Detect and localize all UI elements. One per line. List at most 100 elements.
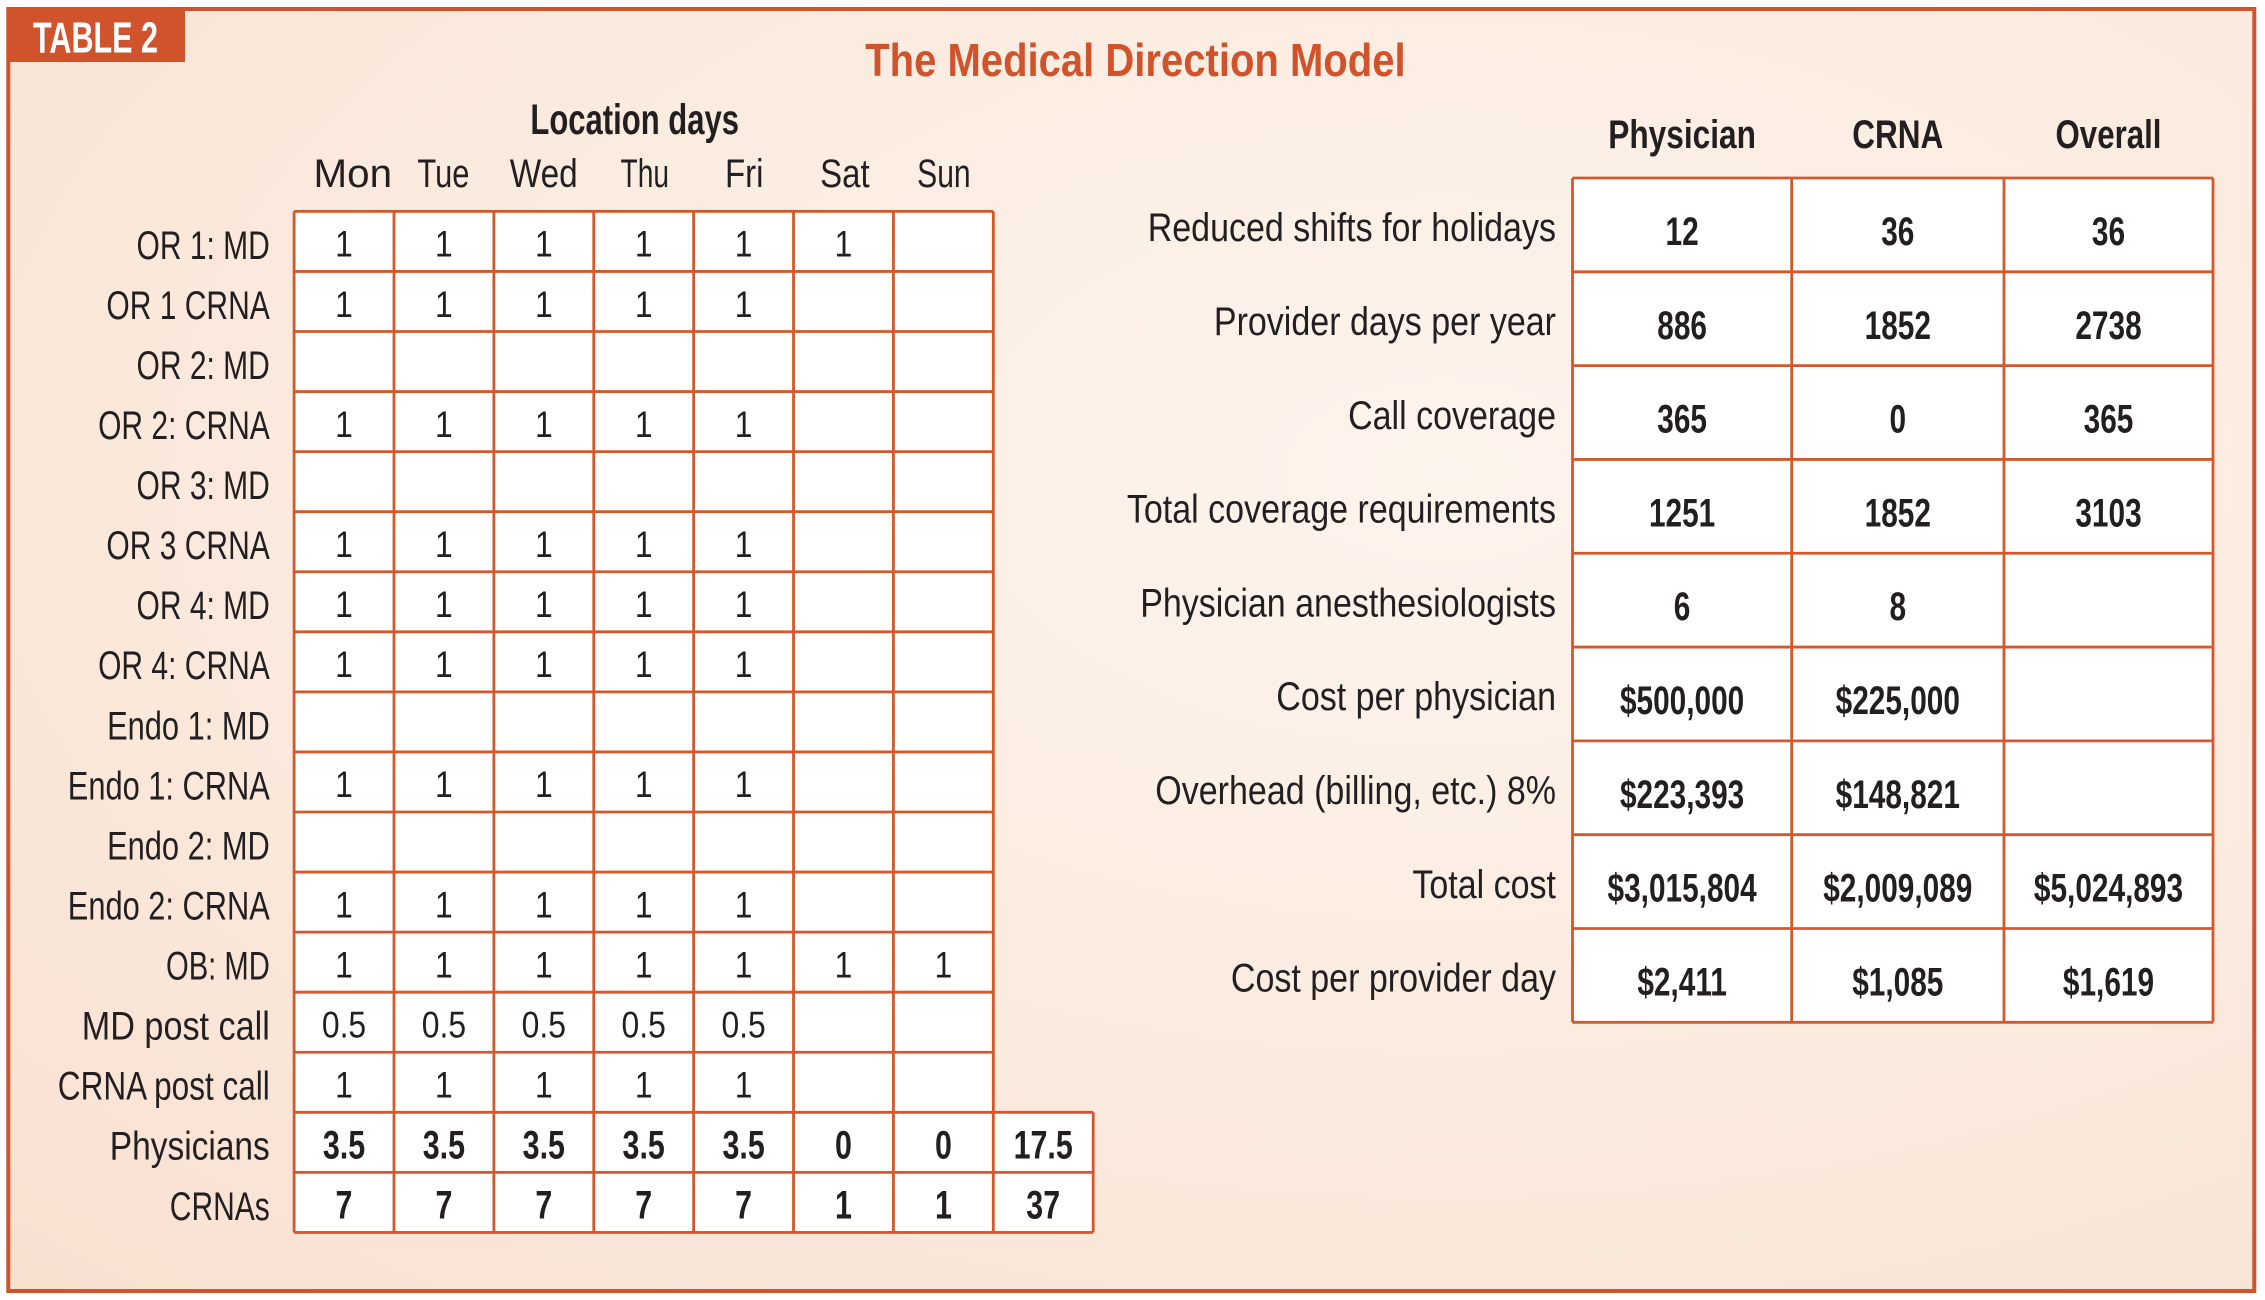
svg-text:1: 1 bbox=[535, 403, 553, 445]
svg-text:3103: 3103 bbox=[2075, 491, 2141, 535]
svg-text:1: 1 bbox=[335, 283, 353, 325]
svg-text:OR 1 CRNA: OR 1 CRNA bbox=[106, 284, 270, 328]
svg-text:3.5: 3.5 bbox=[323, 1124, 365, 1168]
svg-text:1: 1 bbox=[735, 763, 753, 805]
svg-text:0.5: 0.5 bbox=[721, 1004, 765, 1046]
svg-text:1: 1 bbox=[435, 1064, 453, 1106]
svg-text:7: 7 bbox=[635, 1184, 652, 1228]
svg-text:MD post call: MD post call bbox=[82, 1005, 270, 1049]
svg-text:1: 1 bbox=[535, 1064, 553, 1106]
svg-text:0: 0 bbox=[935, 1124, 952, 1168]
svg-text:Location days: Location days bbox=[530, 96, 739, 144]
svg-text:3.5: 3.5 bbox=[623, 1124, 665, 1168]
svg-text:1: 1 bbox=[635, 523, 653, 565]
svg-text:7: 7 bbox=[435, 1184, 452, 1228]
svg-text:Endo 2: MD: Endo 2: MD bbox=[107, 824, 270, 868]
svg-text:CRNA: CRNA bbox=[1852, 113, 1943, 157]
svg-text:1: 1 bbox=[335, 583, 353, 625]
svg-text:Tue: Tue bbox=[417, 152, 469, 196]
svg-text:1: 1 bbox=[435, 223, 453, 265]
svg-text:Sun: Sun bbox=[917, 152, 971, 196]
svg-text:Mon: Mon bbox=[314, 152, 393, 196]
svg-text:TABLE 2: TABLE 2 bbox=[33, 13, 158, 62]
svg-text:Endo 2: CRNA: Endo 2: CRNA bbox=[68, 885, 270, 929]
svg-text:36: 36 bbox=[1881, 210, 1914, 254]
svg-text:1: 1 bbox=[635, 643, 653, 685]
svg-text:1: 1 bbox=[435, 283, 453, 325]
svg-text:1: 1 bbox=[435, 403, 453, 445]
svg-text:Physician anesthesiologists: Physician anesthesiologists bbox=[1140, 581, 1556, 625]
svg-text:8: 8 bbox=[1890, 585, 1907, 629]
svg-text:1: 1 bbox=[735, 223, 753, 265]
svg-text:Fri: Fri bbox=[725, 152, 764, 196]
svg-text:1: 1 bbox=[735, 523, 753, 565]
svg-text:1: 1 bbox=[335, 403, 353, 445]
svg-text:1: 1 bbox=[535, 883, 553, 925]
svg-text:1: 1 bbox=[835, 1184, 852, 1228]
svg-text:365: 365 bbox=[1657, 398, 1707, 442]
svg-text:7: 7 bbox=[336, 1184, 353, 1228]
svg-text:0.5: 0.5 bbox=[322, 1004, 366, 1046]
svg-text:17.5: 17.5 bbox=[1014, 1124, 1073, 1168]
svg-text:Overhead (billing, etc.) 8%: Overhead (billing, etc.) 8% bbox=[1155, 769, 1556, 813]
svg-text:0.5: 0.5 bbox=[622, 1004, 666, 1046]
svg-text:Wed: Wed bbox=[510, 152, 578, 196]
svg-text:365: 365 bbox=[2084, 398, 2134, 442]
svg-text:OR 3 CRNA: OR 3 CRNA bbox=[106, 524, 270, 568]
svg-text:$500,000: $500,000 bbox=[1620, 679, 1744, 723]
svg-text:1: 1 bbox=[535, 223, 553, 265]
svg-text:1: 1 bbox=[635, 403, 653, 445]
svg-text:Total coverage requirements: Total coverage requirements bbox=[1127, 488, 1556, 532]
svg-text:1: 1 bbox=[735, 643, 753, 685]
svg-text:$223,393: $223,393 bbox=[1620, 773, 1744, 817]
svg-text:886: 886 bbox=[1657, 304, 1707, 348]
svg-text:1: 1 bbox=[335, 223, 353, 265]
svg-text:1: 1 bbox=[935, 1184, 952, 1228]
svg-text:1852: 1852 bbox=[1865, 304, 1931, 348]
svg-text:1: 1 bbox=[935, 943, 953, 985]
svg-text:OR 3: MD: OR 3: MD bbox=[137, 464, 270, 508]
svg-text:1: 1 bbox=[735, 403, 753, 445]
svg-text:1: 1 bbox=[435, 583, 453, 625]
svg-text:36: 36 bbox=[2092, 210, 2125, 254]
svg-text:1: 1 bbox=[435, 943, 453, 985]
svg-text:1: 1 bbox=[535, 583, 553, 625]
svg-text:3.5: 3.5 bbox=[523, 1124, 565, 1168]
svg-text:Overall: Overall bbox=[2056, 113, 2162, 157]
svg-text:$2,009,089: $2,009,089 bbox=[1823, 867, 1972, 911]
svg-text:1: 1 bbox=[635, 763, 653, 805]
svg-text:12: 12 bbox=[1666, 210, 1699, 254]
svg-text:0.5: 0.5 bbox=[422, 1004, 466, 1046]
svg-text:$148,821: $148,821 bbox=[1836, 773, 1960, 817]
svg-text:$3,015,804: $3,015,804 bbox=[1608, 867, 1758, 911]
svg-text:OR 4: CRNA: OR 4: CRNA bbox=[98, 644, 270, 688]
svg-text:1: 1 bbox=[435, 883, 453, 925]
svg-text:Thu: Thu bbox=[621, 152, 670, 196]
svg-text:Cost per provider day: Cost per provider day bbox=[1231, 957, 1556, 1001]
svg-text:CRNAs: CRNAs bbox=[170, 1185, 270, 1229]
svg-text:1: 1 bbox=[335, 763, 353, 805]
svg-text:$1,085: $1,085 bbox=[1852, 961, 1943, 1005]
svg-text:1: 1 bbox=[735, 583, 753, 625]
svg-text:1: 1 bbox=[535, 283, 553, 325]
svg-text:OR 2: CRNA: OR 2: CRNA bbox=[98, 404, 270, 448]
svg-text:1: 1 bbox=[435, 523, 453, 565]
svg-text:1: 1 bbox=[635, 883, 653, 925]
svg-text:1: 1 bbox=[735, 1064, 753, 1106]
svg-text:$5,024,893: $5,024,893 bbox=[2034, 867, 2183, 911]
svg-text:1: 1 bbox=[535, 943, 553, 985]
svg-text:1: 1 bbox=[335, 643, 353, 685]
svg-text:Reduced shifts for holidays: Reduced shifts for holidays bbox=[1148, 206, 1556, 250]
svg-text:OR 2: MD: OR 2: MD bbox=[137, 344, 270, 388]
svg-text:OR 1: MD: OR 1: MD bbox=[137, 224, 270, 268]
svg-text:Provider days per year: Provider days per year bbox=[1214, 300, 1556, 344]
svg-text:1: 1 bbox=[635, 223, 653, 265]
svg-text:1: 1 bbox=[635, 283, 653, 325]
svg-text:CRNA post call: CRNA post call bbox=[58, 1065, 270, 1109]
svg-text:3.5: 3.5 bbox=[423, 1124, 465, 1168]
svg-text:1: 1 bbox=[535, 523, 553, 565]
svg-text:$1,619: $1,619 bbox=[2063, 961, 2154, 1005]
svg-text:Endo 1: CRNA: Endo 1: CRNA bbox=[68, 764, 270, 808]
svg-text:1: 1 bbox=[535, 643, 553, 685]
svg-text:0.5: 0.5 bbox=[522, 1004, 566, 1046]
